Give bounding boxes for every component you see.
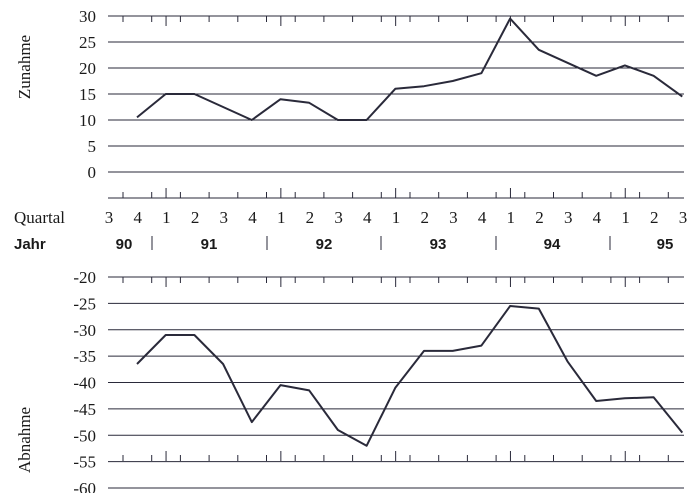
y-tick-label: -60 bbox=[73, 479, 96, 493]
quarter-label: 1 bbox=[621, 208, 630, 227]
y-tick-label: -35 bbox=[73, 347, 96, 366]
y-tick-label: 25 bbox=[79, 33, 96, 52]
quarter-label: 4 bbox=[478, 208, 487, 227]
top-chart-grid bbox=[108, 15, 684, 199]
quarter-label: 2 bbox=[306, 208, 315, 227]
year-label: 93 bbox=[430, 236, 447, 253]
y-tick-label: 0 bbox=[88, 163, 97, 182]
y-tick-label: -20 bbox=[73, 268, 96, 287]
quarter-label: 3 bbox=[679, 208, 688, 227]
year-tick-labels: 90 91 92 93 94 95 bbox=[116, 236, 674, 253]
quarter-label: 4 bbox=[133, 208, 142, 227]
quarter-label: 1 bbox=[392, 208, 401, 227]
y-tick-label: 20 bbox=[79, 59, 96, 78]
top-chart-y-tick-labels: 0 5 10 15 20 25 30 bbox=[79, 7, 96, 182]
quarter-label: 2 bbox=[420, 208, 429, 227]
y-tick-label: -45 bbox=[73, 400, 96, 419]
quarter-label: 2 bbox=[535, 208, 544, 227]
quarter-label: 3 bbox=[220, 208, 229, 227]
quarter-label: 1 bbox=[162, 208, 171, 227]
year-label: 90 bbox=[116, 236, 133, 253]
y-tick-label: 10 bbox=[79, 111, 96, 130]
quarter-label: 2 bbox=[191, 208, 200, 227]
y-tick-label: -30 bbox=[73, 321, 96, 340]
quarter-label: 1 bbox=[507, 208, 516, 227]
quarter-label: 4 bbox=[363, 208, 372, 227]
bottom-chart-grid bbox=[108, 276, 684, 489]
y-tick-label: 15 bbox=[79, 85, 96, 104]
quarter-label: 4 bbox=[593, 208, 602, 227]
jahr-axis-label: Jahr bbox=[14, 236, 46, 253]
y-tick-label: 30 bbox=[79, 7, 96, 26]
quarter-label: 3 bbox=[449, 208, 458, 227]
bottom-chart-ticks bbox=[122, 277, 669, 461]
y-tick-label: 5 bbox=[88, 137, 97, 156]
y-tick-label: -50 bbox=[73, 426, 96, 445]
year-label: 92 bbox=[316, 236, 333, 253]
top-chart-series-line bbox=[136, 17, 683, 121]
quarter-label: 2 bbox=[650, 208, 659, 227]
bottom-chart-series-line bbox=[136, 305, 684, 447]
quarter-label: 3 bbox=[334, 208, 343, 227]
year-label: 95 bbox=[657, 236, 674, 253]
quartal-axis-label: Quartal bbox=[14, 208, 65, 227]
top-chart-y-axis-label: Zunahme bbox=[15, 35, 34, 99]
y-tick-label: -40 bbox=[73, 374, 96, 393]
quarter-label: 3 bbox=[564, 208, 573, 227]
y-tick-label: -25 bbox=[73, 294, 96, 313]
y-tick-label: -55 bbox=[73, 453, 96, 472]
quarter-label: 1 bbox=[277, 208, 286, 227]
year-label: 94 bbox=[544, 236, 561, 253]
year-label: 91 bbox=[201, 236, 218, 253]
year-separators bbox=[151, 236, 611, 250]
quarter-label: 4 bbox=[248, 208, 257, 227]
bottom-chart-y-axis-label: Abnahme bbox=[15, 407, 34, 473]
bottom-chart-y-tick-labels: -20 -25 -30 -35 -40 -45 -50 -55 -60 bbox=[73, 268, 96, 493]
quarter-label: 3 bbox=[105, 208, 114, 227]
top-chart-ticks bbox=[122, 16, 669, 198]
